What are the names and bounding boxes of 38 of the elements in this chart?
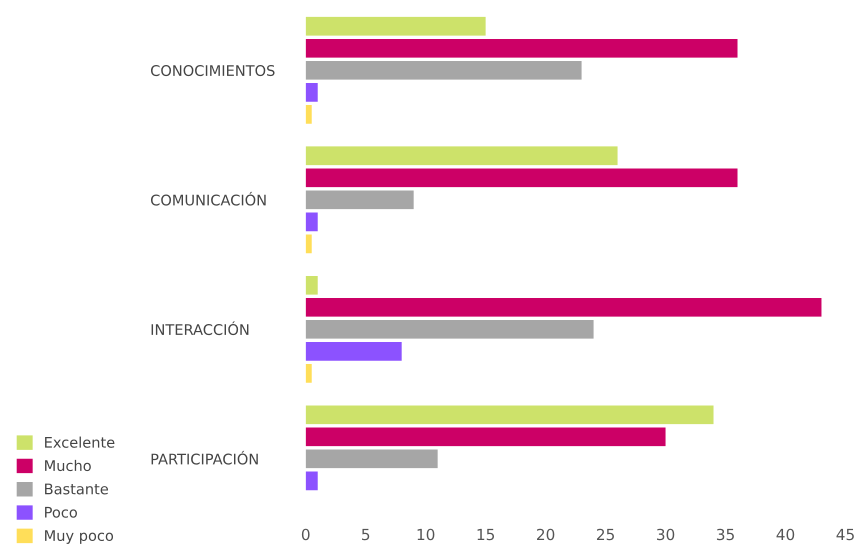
- x-tick-label: 40: [776, 528, 794, 540]
- y-tick-label: CONOCIMIENTOS: [150, 65, 275, 76]
- bar: [306, 276, 318, 295]
- x-tick-label: 45: [836, 528, 854, 540]
- legend-label: Muy poco: [45, 530, 114, 544]
- bar: [306, 190, 414, 210]
- bar: [306, 471, 318, 490]
- bar: [306, 146, 618, 166]
- bar: [306, 38, 738, 58]
- bar: [306, 298, 822, 317]
- x-tick-label: 0: [302, 528, 310, 540]
- x-tick-label: 15: [478, 528, 494, 540]
- bar: [306, 82, 318, 102]
- legend-label: Excelente: [45, 436, 114, 448]
- bar: [306, 168, 738, 188]
- bar: [306, 60, 582, 80]
- bar: [306, 212, 318, 232]
- bar: [306, 320, 594, 339]
- x-tick-label: 5: [362, 528, 370, 540]
- legend-label: Mucho: [45, 460, 91, 472]
- bar: [306, 427, 666, 446]
- bar: [306, 234, 312, 254]
- bar: [306, 342, 402, 361]
- bar: [306, 405, 714, 424]
- bar: [306, 449, 438, 468]
- y-tick-label: INTERACCIÓN: [152, 321, 248, 336]
- x-tick-label: 35: [716, 528, 734, 540]
- legend-label: Poco: [45, 506, 77, 518]
- bar: [306, 104, 312, 124]
- x-tick-label: 10: [418, 528, 434, 540]
- bar: [306, 16, 486, 36]
- y-tick-label: PARTICIPACIÓN: [152, 450, 258, 465]
- x-tick-label: 30: [656, 528, 674, 540]
- y-tick-label: COMUNICACIÓN: [150, 192, 266, 206]
- bar: [306, 364, 312, 383]
- legend-label: Bastante: [45, 484, 108, 494]
- x-tick-label: 20: [537, 528, 554, 540]
- x-tick-label: 25: [596, 528, 614, 540]
